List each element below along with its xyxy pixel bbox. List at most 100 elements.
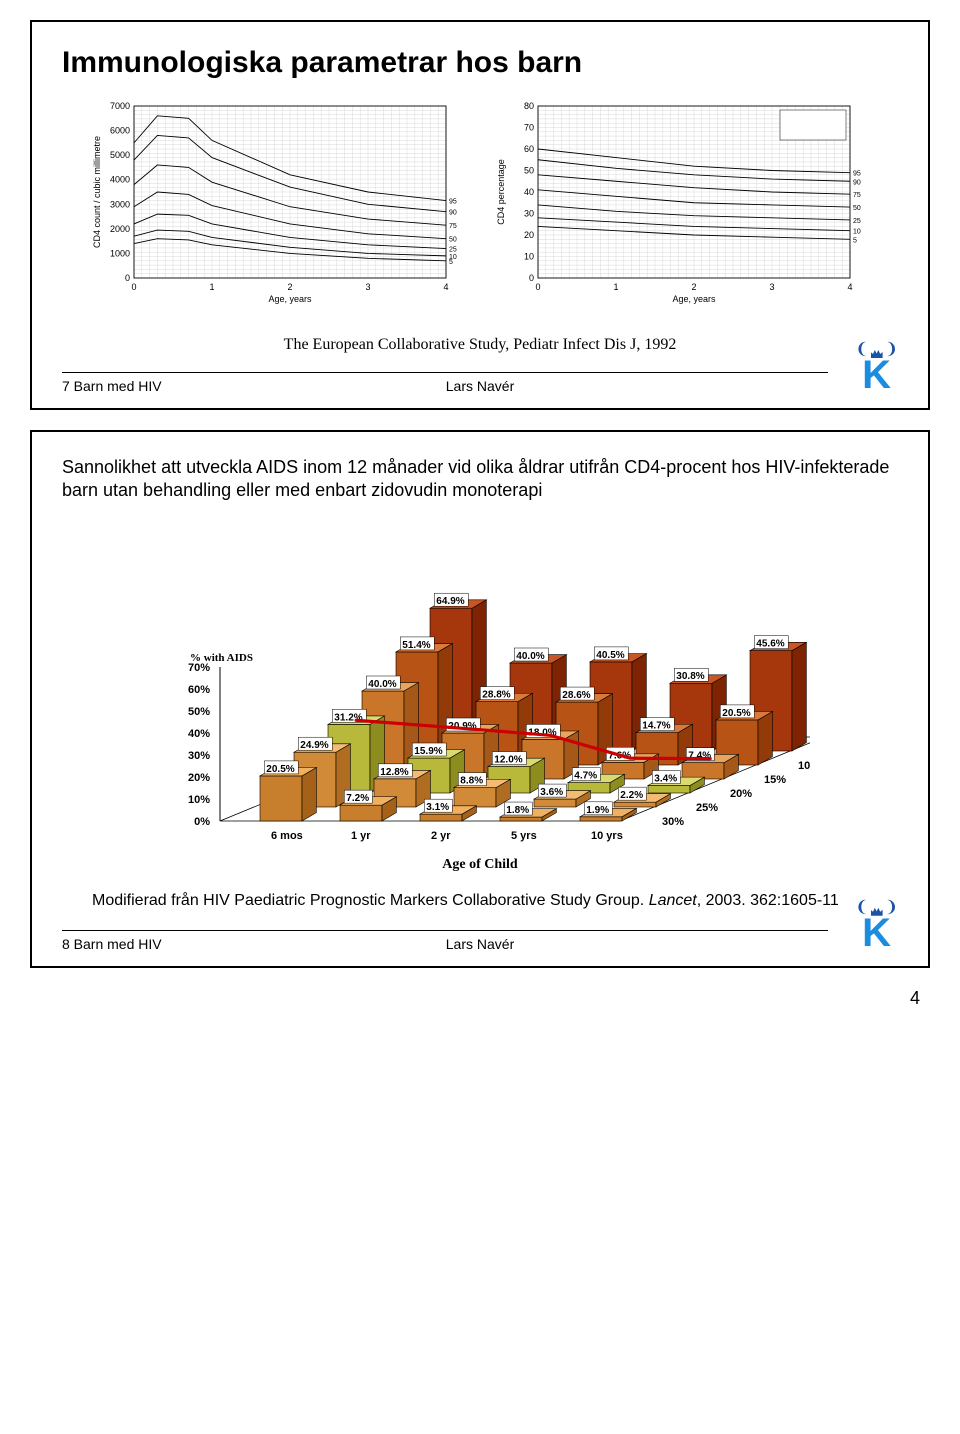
svg-text:40.0%: 40.0%: [368, 679, 396, 690]
svg-text:50: 50: [524, 166, 534, 176]
svg-text:24.9%: 24.9%: [300, 740, 328, 751]
svg-text:1: 1: [613, 282, 618, 292]
svg-text:7000: 7000: [110, 101, 130, 111]
percentile-charts-row: 0123401000200030004000500060007000Age, y…: [62, 96, 898, 306]
svg-text:4: 4: [443, 282, 448, 292]
svg-text:40: 40: [524, 187, 534, 197]
letter-k-icon: K: [862, 916, 891, 950]
slide-1-caption: The European Collaborative Study, Pediat…: [62, 336, 898, 354]
reference-note: Modifierad från HIV Paediatric Prognosti…: [92, 891, 898, 912]
svg-text:40.5%: 40.5%: [596, 650, 624, 661]
svg-text:90: 90: [853, 179, 861, 186]
slide-1-body: Immunologiska parametrar hos barn 012340…: [32, 22, 928, 372]
svg-text:64.9%: 64.9%: [436, 596, 464, 607]
slide-2-subtitle: Sannolikhet att utveckla AIDS inom 12 må…: [62, 456, 898, 501]
svg-text:0%: 0%: [194, 816, 210, 828]
svg-text:30%: 30%: [662, 816, 684, 828]
footer-center-text: Lars Navér: [446, 936, 514, 952]
footer-left-text: 7 Barn med HIV: [62, 378, 162, 394]
letter-k-icon: K: [862, 358, 891, 392]
svg-text:75: 75: [449, 223, 457, 230]
svg-text:90: 90: [449, 210, 457, 217]
svg-text:4: 4: [847, 282, 852, 292]
svg-text:0: 0: [535, 282, 540, 292]
svg-text:20.5%: 20.5%: [722, 708, 750, 719]
ref-text-a: Modifierad från HIV Paediatric Prognosti…: [92, 892, 649, 909]
svg-text:51.4%: 51.4%: [402, 640, 430, 651]
svg-text:75: 75: [853, 192, 861, 199]
svg-text:30%: 30%: [188, 750, 210, 762]
svg-text:5: 5: [853, 237, 857, 244]
svg-text:2: 2: [691, 282, 696, 292]
svg-text:40.0%: 40.0%: [516, 651, 544, 662]
svg-text:28.8%: 28.8%: [482, 690, 510, 701]
svg-text:5000: 5000: [110, 150, 130, 160]
page-number: 4: [0, 988, 920, 1009]
svg-text:10%: 10%: [188, 794, 210, 806]
svg-text:20%: 20%: [730, 788, 752, 800]
svg-text:40%: 40%: [188, 728, 210, 740]
ki-logo: ❨ ❩ K: [855, 342, 898, 392]
svg-text:70: 70: [524, 123, 534, 133]
svg-text:95: 95: [853, 171, 861, 178]
svg-text:10: 10: [853, 229, 861, 236]
svg-text:50: 50: [449, 237, 457, 244]
svg-text:0: 0: [125, 273, 130, 283]
slide-2-footer: 8 Barn med HIV Lars Navér ❨ ❩ K: [32, 930, 928, 966]
svg-text:2: 2: [287, 282, 292, 292]
svg-text:% with AIDS: % with AIDS: [190, 652, 253, 664]
svg-text:10: 10: [524, 252, 534, 262]
ki-logo: ❨ ❩ K: [855, 900, 898, 950]
svg-text:14.7%: 14.7%: [642, 721, 670, 732]
svg-text:0: 0: [529, 273, 534, 283]
svg-text:60%: 60%: [188, 684, 210, 696]
svg-text:2.2%: 2.2%: [620, 790, 643, 801]
svg-text:50%: 50%: [188, 706, 210, 718]
slide-2-body: Sannolikhet att utveckla AIDS inom 12 må…: [32, 432, 928, 930]
svg-text:20.5%: 20.5%: [266, 764, 294, 775]
svg-text:15%: 15%: [764, 774, 786, 786]
ref-text-b: Lancet: [649, 892, 697, 909]
bar3d-chart-wrap: 0%10%20%30%40%50%60%70%% with AIDS64.9%4…: [150, 521, 810, 873]
svg-text:1: 1: [209, 282, 214, 292]
cd4-count-chart: 0123401000200030004000500060007000Age, y…: [88, 96, 468, 306]
svg-text:25: 25: [853, 218, 861, 225]
svg-text:25: 25: [449, 247, 457, 254]
cd4-percentage-chart: 0123401020304050607080Age, yearsCD4 perc…: [492, 96, 872, 306]
footer-left-text: 8 Barn med HIV: [62, 936, 162, 952]
svg-text:6 mos: 6 mos: [271, 830, 303, 842]
svg-text:5 yrs: 5 yrs: [511, 830, 537, 842]
aids-probability-3d-bar-chart: 0%10%20%30%40%50%60%70%% with AIDS64.9%4…: [150, 521, 810, 861]
svg-text:1000: 1000: [110, 248, 130, 258]
svg-text:10%: 10%: [798, 760, 810, 772]
slide-1-title: Immunologiska parametrar hos barn: [62, 46, 898, 80]
svg-text:95: 95: [449, 199, 457, 206]
footer-divider: [62, 930, 828, 931]
svg-text:0: 0: [131, 282, 136, 292]
svg-text:Age, years: Age, years: [672, 294, 716, 304]
svg-text:8.8%: 8.8%: [460, 776, 483, 787]
svg-text:80: 80: [524, 101, 534, 111]
svg-text:3.4%: 3.4%: [654, 774, 677, 785]
footer-divider: [62, 372, 828, 373]
svg-text:CD4 percentage: CD4 percentage: [496, 159, 506, 225]
svg-text:1 yr: 1 yr: [351, 830, 371, 842]
svg-text:CD4 count / cubic millimetre: CD4 count / cubic millimetre: [92, 136, 102, 248]
svg-text:20: 20: [524, 230, 534, 240]
svg-text:12.0%: 12.0%: [494, 755, 522, 766]
svg-text:60: 60: [524, 144, 534, 154]
svg-text:12.8%: 12.8%: [380, 767, 408, 778]
slide-1: Immunologiska parametrar hos barn 012340…: [30, 20, 930, 410]
svg-text:28.6%: 28.6%: [562, 690, 590, 701]
footer-center-text: Lars Navér: [446, 378, 514, 394]
svg-text:3: 3: [365, 282, 370, 292]
svg-text:15.9%: 15.9%: [414, 746, 442, 757]
slide-1-footer: 7 Barn med HIV Lars Navér ❨ ❩ K: [32, 372, 928, 408]
svg-text:7.2%: 7.2%: [346, 793, 369, 804]
svg-text:30.8%: 30.8%: [676, 671, 704, 682]
svg-text:3: 3: [769, 282, 774, 292]
svg-text:4000: 4000: [110, 175, 130, 185]
svg-text:1.9%: 1.9%: [586, 805, 609, 816]
svg-text:10: 10: [449, 254, 457, 261]
svg-text:30: 30: [524, 209, 534, 219]
